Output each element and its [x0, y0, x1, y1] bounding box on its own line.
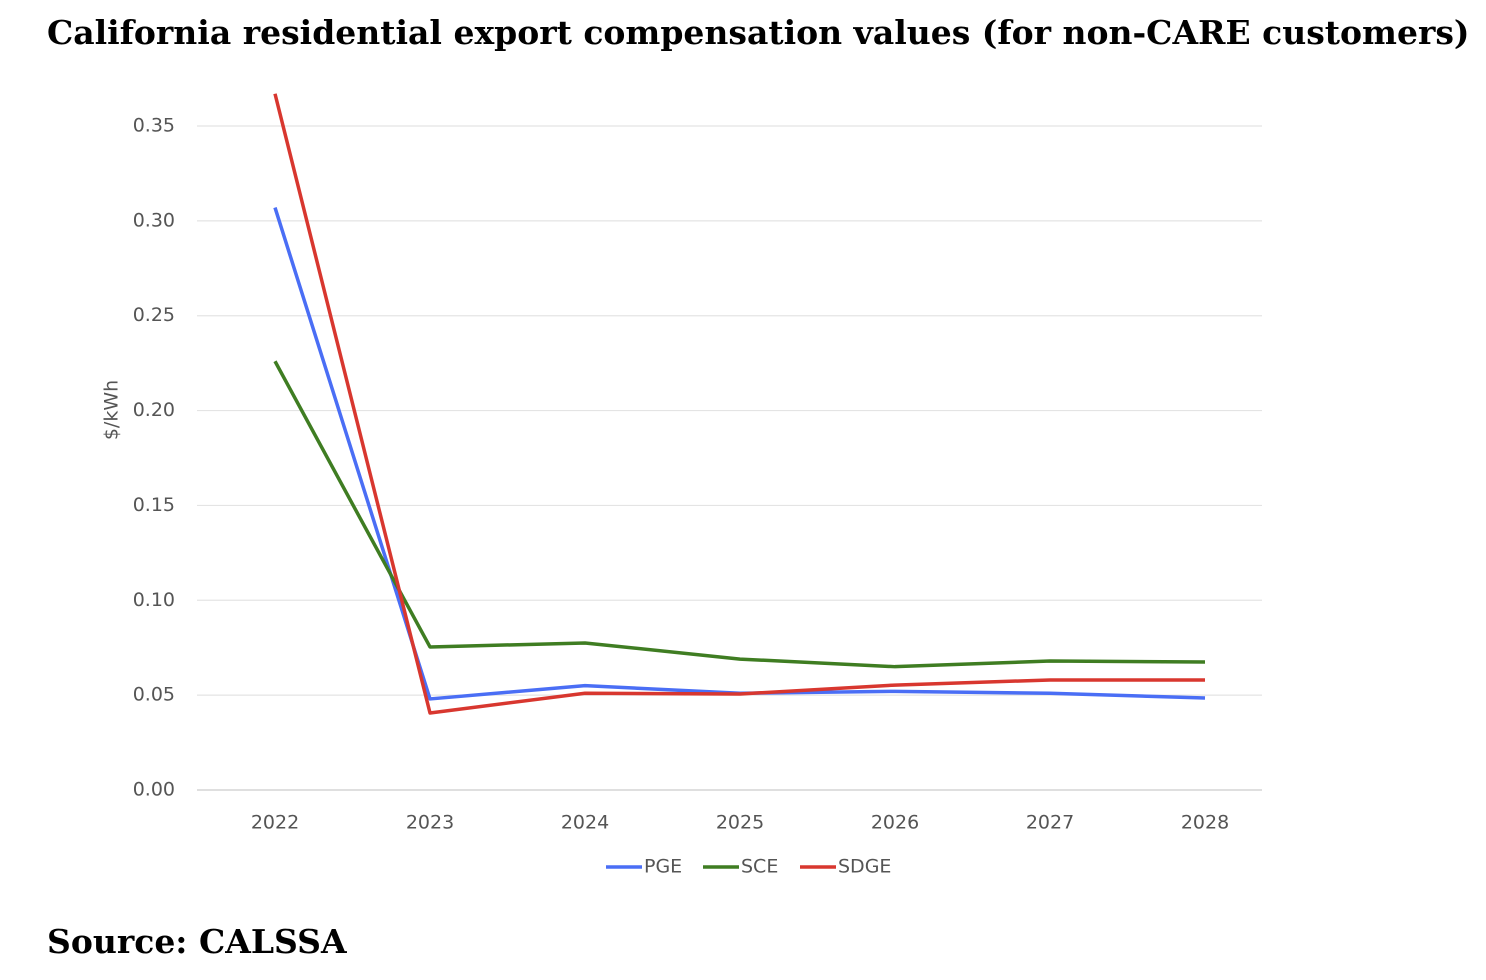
legend-label: SDGE — [838, 856, 891, 878]
x-tick-label: 2022 — [251, 812, 299, 834]
y-tick-label: 0.05 — [133, 684, 175, 706]
y-tick-label: 0.25 — [133, 304, 175, 326]
series-line — [273, 93, 1205, 715]
series-line — [273, 360, 1206, 669]
y-tick-label: 0.10 — [133, 589, 175, 611]
series-line — [273, 207, 1206, 701]
x-tick-label: 2024 — [561, 812, 609, 834]
y-tick-label: 0.35 — [133, 115, 175, 137]
x-tick-label: 2025 — [716, 812, 764, 834]
y-axis-label: $/kWh — [101, 380, 123, 440]
source-note: Source: CALSSA — [47, 922, 347, 961]
y-tick-label: 0.20 — [133, 399, 175, 421]
legend-label: SCE — [741, 856, 778, 878]
legend-label: PGE — [644, 856, 682, 878]
y-tick-label: 0.30 — [133, 209, 175, 231]
x-tick-label: 2027 — [1026, 812, 1074, 834]
chart-title: California residential export compensati… — [47, 13, 1470, 52]
x-tick-label: 2026 — [871, 812, 919, 834]
y-tick-label: 0.00 — [133, 779, 175, 801]
y-tick-label: 0.15 — [133, 494, 175, 516]
x-tick-label: 2028 — [1181, 812, 1229, 834]
x-tick-label: 2023 — [406, 812, 454, 834]
